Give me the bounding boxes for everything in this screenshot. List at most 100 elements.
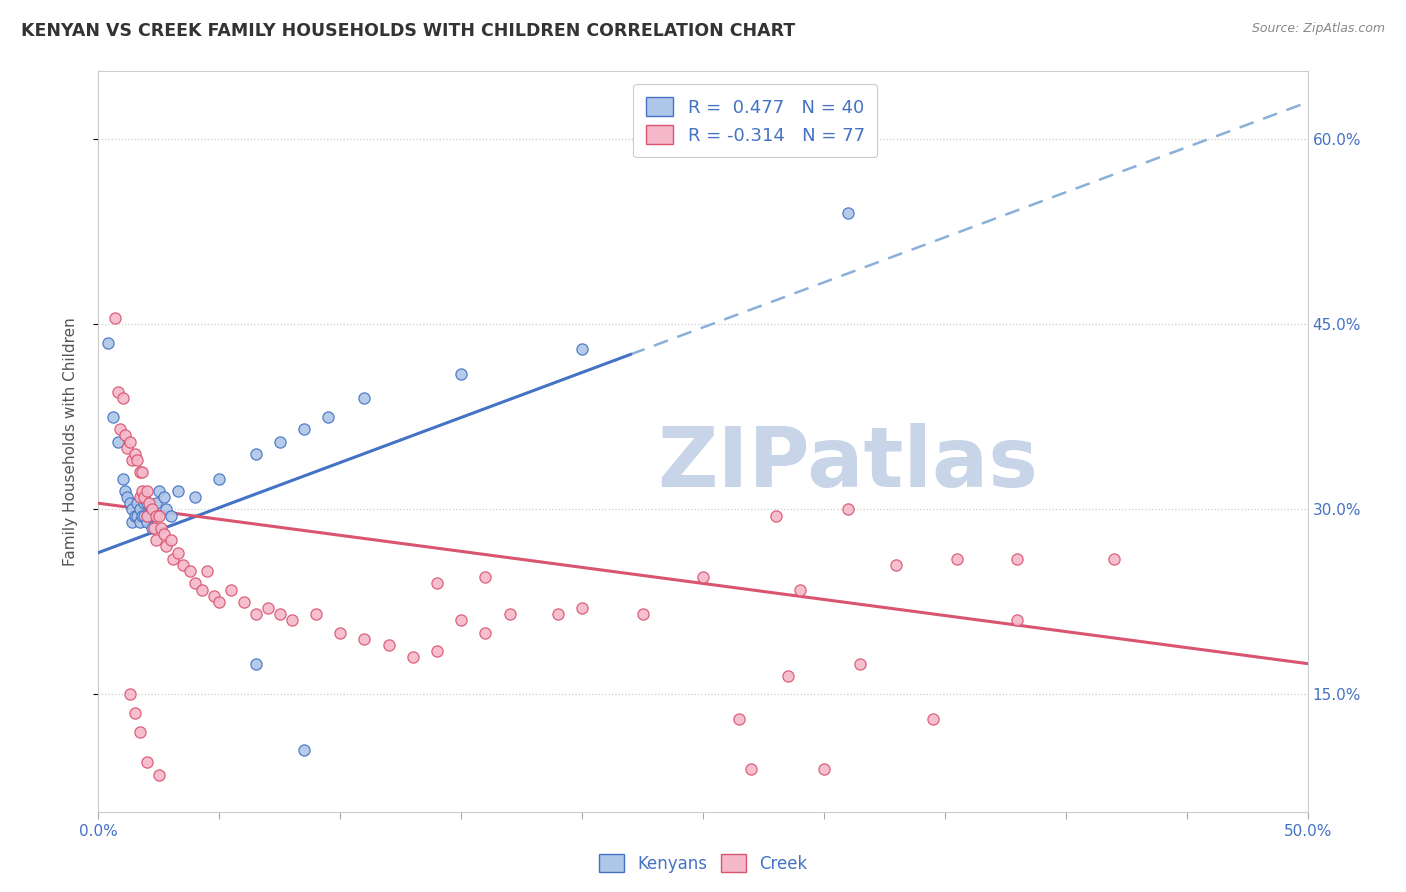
Point xyxy=(245,607,267,622)
Point xyxy=(152,527,174,541)
Point xyxy=(184,490,207,504)
Point xyxy=(208,471,231,485)
Point xyxy=(946,551,969,566)
Point xyxy=(101,409,124,424)
Point xyxy=(162,551,184,566)
Legend: Kenyans, Creek: Kenyans, Creek xyxy=(592,847,814,880)
Point xyxy=(204,589,226,603)
Point xyxy=(402,650,425,665)
Point xyxy=(111,392,134,406)
Point xyxy=(138,496,160,510)
Point xyxy=(329,625,352,640)
Point xyxy=(145,533,167,548)
Point xyxy=(135,508,157,523)
Point xyxy=(292,743,315,757)
Point xyxy=(179,564,201,578)
Point xyxy=(191,582,214,597)
Point xyxy=(127,496,149,510)
Point xyxy=(631,607,654,622)
Point xyxy=(118,688,141,702)
Point xyxy=(167,483,190,498)
Point xyxy=(426,576,449,591)
Point xyxy=(172,558,194,572)
Point xyxy=(150,521,173,535)
Point xyxy=(141,521,163,535)
Point xyxy=(1007,614,1029,628)
Point xyxy=(167,545,190,560)
Point xyxy=(245,657,267,671)
Point xyxy=(195,564,218,578)
Point xyxy=(837,206,859,220)
Point xyxy=(148,508,170,523)
Legend: R =  0.477   N = 40, R = -0.314   N = 77: R = 0.477 N = 40, R = -0.314 N = 77 xyxy=(634,84,877,157)
Point xyxy=(108,422,131,436)
Point xyxy=(124,447,146,461)
Point xyxy=(353,632,375,646)
Point xyxy=(135,756,157,770)
Y-axis label: Family Households with Children: Family Households with Children xyxy=(63,318,77,566)
Point xyxy=(474,625,496,640)
Point xyxy=(292,422,315,436)
Point xyxy=(121,502,143,516)
Point xyxy=(498,607,520,622)
Point xyxy=(141,502,163,516)
Point xyxy=(740,762,762,776)
Point xyxy=(208,595,231,609)
Point xyxy=(886,558,908,572)
Point xyxy=(131,490,153,504)
Point xyxy=(281,614,304,628)
Point xyxy=(111,471,134,485)
Point xyxy=(765,508,787,523)
Point xyxy=(114,483,136,498)
Point xyxy=(134,496,156,510)
Point xyxy=(232,595,254,609)
Point xyxy=(728,712,751,726)
Point xyxy=(152,490,174,504)
Point xyxy=(118,496,141,510)
Point xyxy=(305,607,328,622)
Point xyxy=(849,657,872,671)
Point xyxy=(571,601,593,615)
Point xyxy=(921,712,943,726)
Point xyxy=(138,508,160,523)
Point xyxy=(143,521,166,535)
Point xyxy=(128,724,150,739)
Point xyxy=(128,515,150,529)
Point xyxy=(107,434,129,449)
Point xyxy=(269,434,291,449)
Point xyxy=(813,762,835,776)
Point xyxy=(426,644,449,658)
Point xyxy=(571,342,593,356)
Point xyxy=(135,496,157,510)
Point xyxy=(134,508,156,523)
Point xyxy=(377,638,399,652)
Point xyxy=(148,483,170,498)
Point xyxy=(155,540,177,554)
Point xyxy=(269,607,291,622)
Point xyxy=(117,490,139,504)
Point xyxy=(184,576,207,591)
Point xyxy=(121,515,143,529)
Point xyxy=(776,669,799,683)
Point xyxy=(117,441,139,455)
Point xyxy=(692,570,714,584)
Point xyxy=(450,614,472,628)
Point xyxy=(127,453,149,467)
Point xyxy=(316,409,339,424)
Point xyxy=(1007,551,1029,566)
Point xyxy=(155,502,177,516)
Point xyxy=(145,508,167,523)
Point xyxy=(131,466,153,480)
Point xyxy=(124,508,146,523)
Point xyxy=(160,533,183,548)
Point xyxy=(135,515,157,529)
Point xyxy=(221,582,243,597)
Point xyxy=(135,483,157,498)
Point xyxy=(107,385,129,400)
Point xyxy=(128,502,150,516)
Point xyxy=(141,502,163,516)
Point xyxy=(353,392,375,406)
Point xyxy=(837,502,859,516)
Point xyxy=(118,434,141,449)
Point xyxy=(134,490,156,504)
